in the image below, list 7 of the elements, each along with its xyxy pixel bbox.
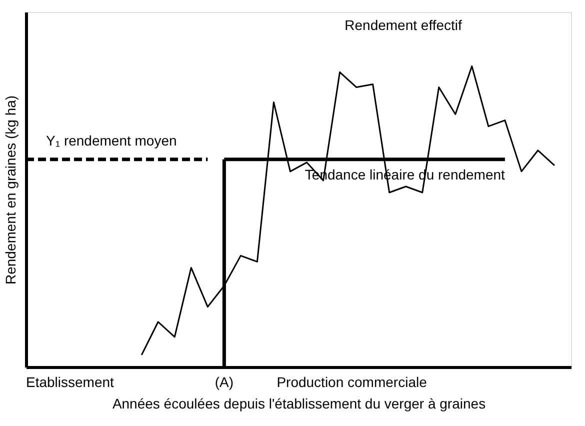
text: Production commerciale bbox=[276, 374, 428, 390]
y-axis-title: Rendement en graines (kg ha) bbox=[2, 95, 18, 285]
x-axis-title: Années écoulées depuis l'établissement du verger à graines bbox=[112, 396, 486, 412]
text: Etablissement bbox=[26, 374, 114, 390]
series-label: Y₁ rendement moyen bbox=[46, 132, 177, 148]
text: Rendement effectif bbox=[344, 17, 462, 34]
text: (A) bbox=[214, 374, 234, 390]
